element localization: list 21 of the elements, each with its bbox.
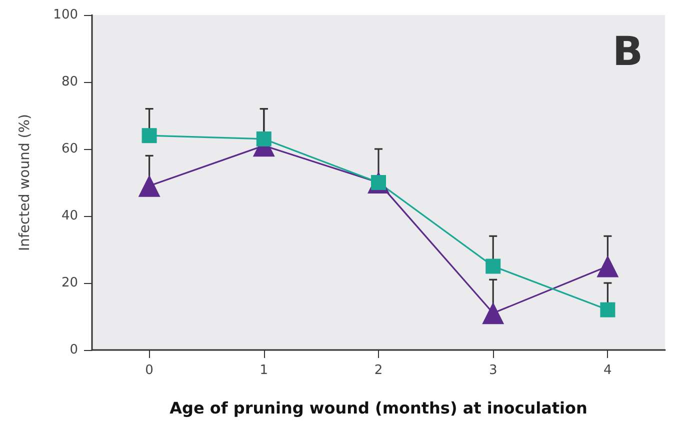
- point: [256, 131, 272, 146]
- y-tick-label: 100: [53, 8, 78, 22]
- point: [138, 174, 160, 197]
- x-tick-label: 4: [604, 363, 612, 378]
- point: [482, 302, 504, 324]
- x-tick-label: 0: [145, 363, 154, 378]
- x-tick-label: 2: [374, 363, 383, 378]
- y-tick-label: 40: [61, 208, 78, 224]
- x-axis-title: Age of pruning wound (months) at inoculation: [170, 398, 588, 418]
- x-tick-label: 1: [260, 363, 268, 378]
- y-tick-label: 20: [61, 276, 78, 290]
- point: [596, 255, 619, 278]
- y-tick-label: 80: [61, 74, 78, 90]
- point: [600, 302, 616, 318]
- x-tick-label: 3: [488, 363, 498, 378]
- annotation: B: [612, 29, 644, 75]
- y-tick-label: 60: [61, 142, 78, 156]
- point: [486, 258, 501, 274]
- point: [142, 128, 157, 144]
- y-axis-title: Infected wound (%): [17, 114, 33, 252]
- y-tick-label: 0: [70, 342, 78, 358]
